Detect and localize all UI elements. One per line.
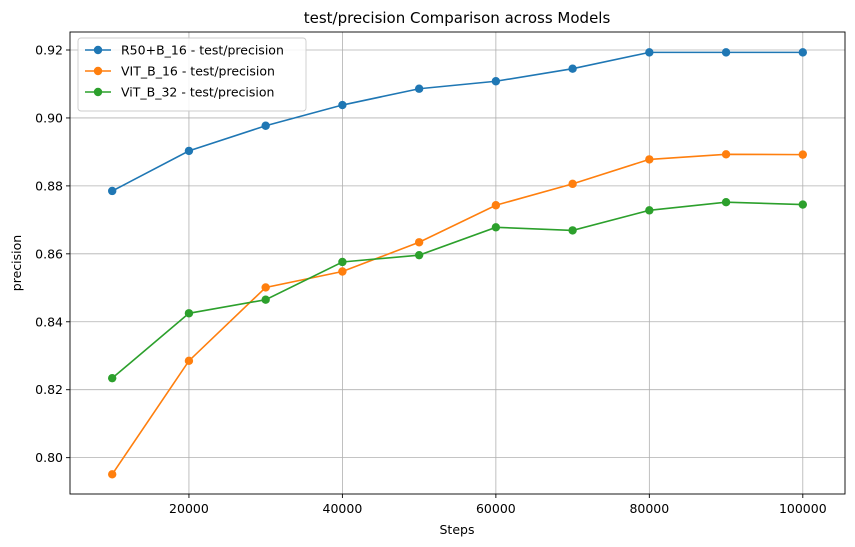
series-layer (108, 48, 807, 479)
series-2 (108, 150, 807, 479)
data-point (108, 186, 117, 196)
y-tick-label: 0.84 (35, 314, 63, 329)
series-3 (108, 197, 807, 383)
x-tick-label: 40000 (323, 501, 363, 516)
data-point (798, 150, 807, 159)
data-point (491, 223, 501, 232)
x-tick-label: 80000 (629, 501, 669, 516)
data-point (568, 226, 577, 235)
data-point (414, 250, 424, 260)
legend-label: R50+B_16 - test/precision (121, 43, 284, 58)
data-point (414, 84, 424, 93)
tick-layer: 20000 40000 60000 80000 100000 0.80 0.82 0.84 0.… (35, 43, 827, 516)
data-point (338, 100, 347, 110)
data-point (338, 267, 347, 276)
y-tick-label: 0.88 (35, 178, 63, 193)
series-1 (108, 48, 807, 196)
series-line (111, 153, 803, 475)
chart-title: test/precision Comparison across Models (304, 9, 611, 27)
data-point (108, 373, 117, 383)
data-point (108, 470, 117, 479)
data-point (491, 77, 501, 86)
legend-item: R50+B_16 - test/precision (85, 43, 284, 58)
data-point (184, 146, 194, 156)
data-point (261, 121, 270, 130)
data-point (645, 155, 654, 164)
legend-marker (93, 87, 103, 97)
y-tick-label: 0.86 (35, 246, 63, 261)
data-point (261, 283, 270, 292)
data-point (184, 309, 194, 318)
y-tick-label: 0.82 (35, 382, 63, 397)
legend-item: VIT_B_16 - test/precision (85, 64, 275, 79)
data-point (645, 206, 654, 215)
series-line (111, 201, 803, 379)
data-point (491, 201, 501, 210)
data-point (568, 64, 577, 73)
x-axis-label: Steps (440, 522, 475, 537)
legend-marker (93, 66, 103, 76)
legend-label: VIT_B_16 - test/precision (121, 64, 275, 79)
data-point (798, 48, 807, 57)
legend: R50+B_16 - test/precision VIT_B_16 - test… (77, 37, 307, 112)
series-line (111, 51, 803, 192)
y-tick-label: 0.92 (35, 43, 63, 58)
data-point (414, 238, 424, 247)
data-point (184, 356, 194, 366)
data-point (721, 150, 731, 159)
x-tick-label: 20000 (169, 501, 209, 516)
data-point (798, 200, 807, 209)
data-point (338, 257, 347, 267)
legend-box (77, 37, 307, 112)
y-tick-label: 0.80 (35, 450, 63, 465)
data-point (261, 295, 270, 304)
legend-label: ViT_B_32 - test/precision (121, 85, 274, 100)
x-tick-label: 100000 (779, 501, 827, 516)
plot-frame (69, 31, 846, 495)
data-point (568, 179, 577, 189)
data-point (721, 48, 731, 57)
y-tick-label: 0.90 (35, 110, 63, 125)
y-axis-label: precision (9, 235, 24, 291)
data-point (721, 197, 731, 207)
data-point (645, 48, 654, 57)
legend-item: ViT_B_32 - test/precision (85, 85, 274, 100)
x-tick-label: 60000 (476, 501, 516, 516)
legend-marker (93, 45, 103, 55)
